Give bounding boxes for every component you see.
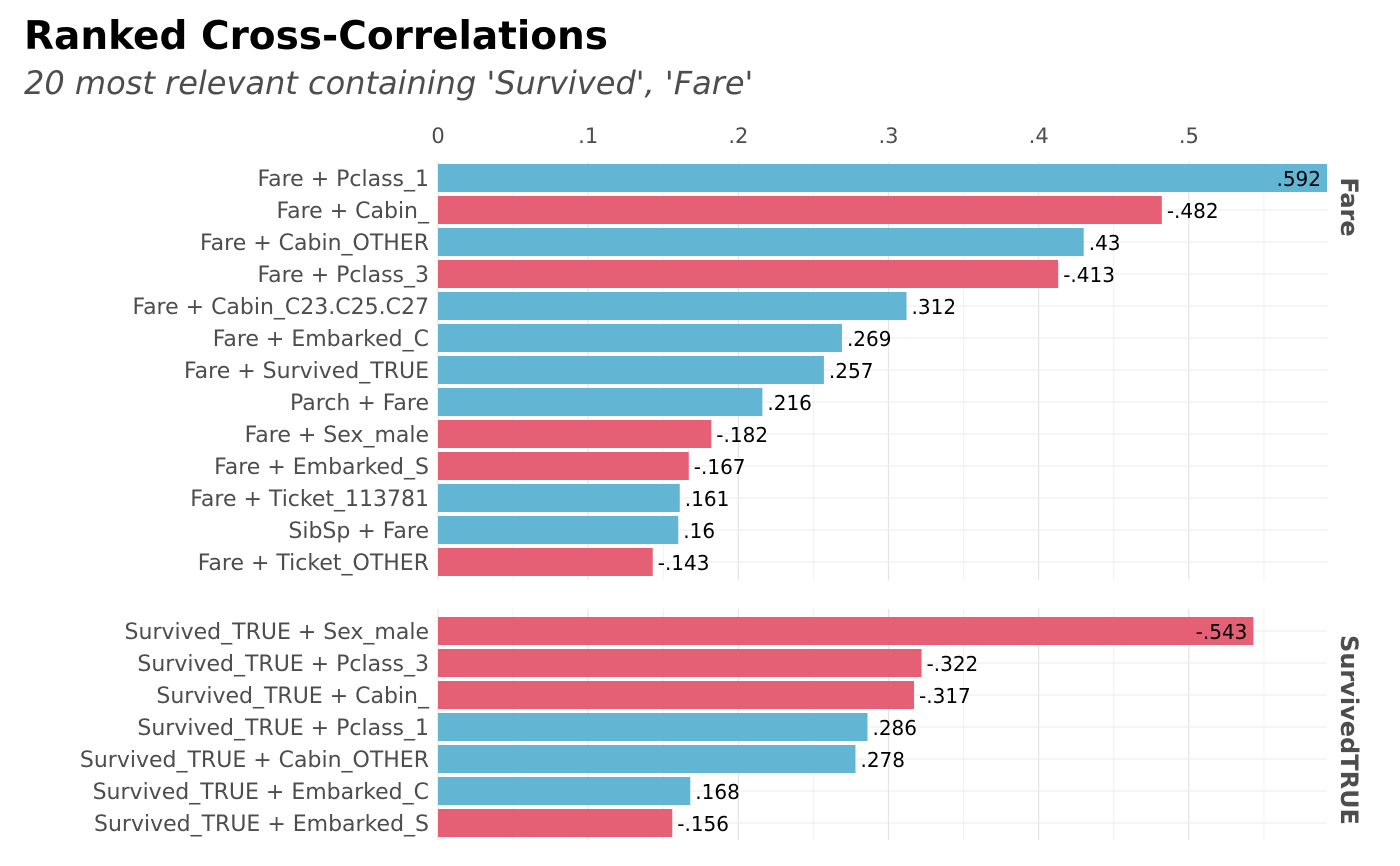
data-label: .312 [912, 295, 957, 319]
category-label: Fare + Sex_male [245, 423, 429, 448]
bar [438, 292, 907, 320]
data-label: .278 [860, 748, 905, 772]
labels: 0 .1 .2 .3 .4 .5 Fare + Pclass_1 .592 Fare + Cab… [80, 124, 1363, 837]
category-label: Survived_TRUE + Embarked_C [93, 780, 429, 805]
category-label: SibSp + Fare [288, 519, 429, 544]
bar [438, 516, 679, 544]
data-label: -.317 [919, 684, 971, 708]
x-tick-label: .3 [878, 124, 898, 148]
x-tick-label: .2 [728, 124, 748, 148]
bar [438, 452, 689, 480]
data-label: .269 [847, 327, 892, 351]
category-label: Fare + Embarked_S [214, 455, 429, 480]
category-label: Fare + Cabin_OTHER [200, 231, 429, 256]
data-label: .216 [767, 391, 812, 415]
category-label: Fare + Embarked_C [213, 327, 429, 352]
bar [438, 388, 763, 416]
data-label: -.482 [1167, 199, 1219, 223]
category-label: Survived_TRUE + Pclass_3 [137, 652, 429, 677]
category-label: Fare + Cabin_C23.C25.C27 [132, 295, 429, 320]
bar [438, 164, 1327, 192]
data-label: -.156 [677, 812, 729, 836]
x-tick-label: .1 [578, 124, 598, 148]
data-label: -.143 [658, 551, 710, 575]
data-label: -.322 [927, 652, 979, 676]
x-tick-label: .4 [1029, 124, 1049, 148]
category-label: Survived_TRUE + Embarked_S [94, 812, 429, 837]
bar [438, 809, 673, 837]
category-label: Fare + Ticket_OTHER [198, 551, 429, 576]
bar [438, 324, 842, 352]
data-label: .257 [829, 359, 874, 383]
facet-strip-label: Fare [1335, 177, 1363, 236]
data-label: -.167 [694, 455, 746, 479]
category-label: Fare + Survived_TRUE [184, 359, 429, 384]
bar [438, 713, 868, 741]
chart-title: Ranked Cross-Correlations [24, 14, 609, 59]
data-label: .43 [1089, 231, 1121, 255]
x-tick-label: 0 [431, 124, 444, 148]
bar [438, 548, 653, 576]
bar [438, 260, 1059, 288]
category-label: Fare + Cabin_ [277, 199, 430, 224]
bar [438, 484, 680, 512]
bar [438, 745, 856, 773]
chart-subtitle: 20 most relevant containing 'Survived', … [24, 64, 754, 102]
bar [438, 649, 922, 677]
x-tick-label: .5 [1179, 124, 1199, 148]
bar [438, 356, 824, 384]
data-label: .16 [683, 519, 715, 543]
category-label: Survived_TRUE + Sex_male [125, 620, 429, 645]
data-label: .168 [695, 780, 740, 804]
category-label: Survived_TRUE + Cabin_OTHER [80, 748, 429, 773]
data-label: .592 [1276, 167, 1321, 191]
category-label: Survived_TRUE + Cabin_ [156, 684, 430, 709]
category-label: Fare + Ticket_113781 [190, 487, 429, 512]
bar [438, 420, 712, 448]
bars [438, 164, 1327, 837]
category-label: Fare + Pclass_1 [257, 167, 429, 192]
bar [438, 196, 1162, 224]
facet-strip-label: SurvivedTRUE [1335, 635, 1363, 825]
data-label: .161 [685, 487, 730, 511]
bar [438, 681, 915, 709]
data-label: .286 [872, 716, 917, 740]
bar [438, 777, 691, 805]
data-label: -.413 [1063, 263, 1115, 287]
category-label: Fare + Pclass_3 [257, 263, 429, 288]
category-label: Parch + Fare [290, 391, 429, 416]
bar [438, 617, 1254, 645]
category-label: Survived_TRUE + Pclass_1 [137, 716, 429, 741]
data-label: -.543 [1196, 620, 1248, 644]
data-label: -.182 [716, 423, 768, 447]
bar [438, 228, 1084, 256]
